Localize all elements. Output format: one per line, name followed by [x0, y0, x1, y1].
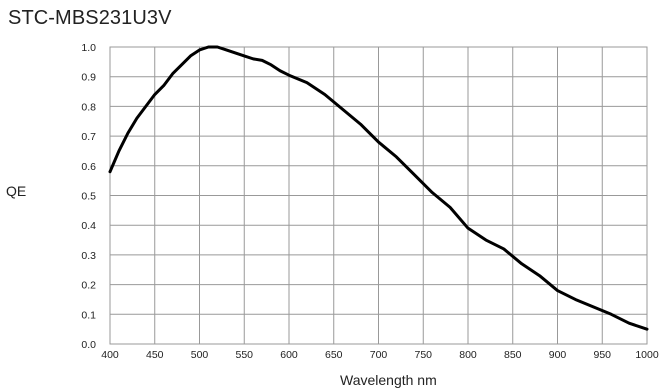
grid-lines [109, 46, 648, 345]
chart-title: STC-MBS231U3V [8, 7, 172, 29]
x-tick-label: 500 [191, 349, 209, 361]
y-tick-label: 0.0 [81, 339, 96, 351]
x-tick-label: 550 [235, 349, 253, 361]
x-tick-labels: 400 450 500 550 600 650 700 750 800 850 900 950 1000 [101, 349, 659, 361]
x-tick-label: 450 [146, 349, 164, 361]
x-tick-label: 850 [504, 349, 522, 361]
x-tick-label: 950 [593, 349, 611, 361]
x-tick-label: 1000 [635, 349, 659, 361]
y-tick-label: 0.3 [81, 250, 96, 262]
x-tick-label: 700 [370, 349, 388, 361]
y-tick-label: 0.6 [81, 161, 96, 173]
y-tick-label: 0.9 [81, 72, 96, 84]
x-tick-label: 600 [280, 349, 298, 361]
x-tick-label: 650 [325, 349, 343, 361]
y-tick-labels: 0.0 0.1 0.2 0.3 0.4 0.5 0.6 0.7 0.8 0.9 1.0 [81, 42, 96, 351]
y-tick-label: 1.0 [81, 42, 96, 54]
y-axis-label: QE [6, 183, 27, 199]
qe-curve [108, 45, 649, 331]
x-axis-label: Wavelength nm [340, 372, 437, 388]
x-tick-label: 400 [101, 349, 119, 361]
y-tick-label: 0.2 [81, 280, 96, 292]
x-tick-label: 900 [549, 349, 567, 361]
y-tick-label: 0.8 [81, 101, 96, 113]
y-tick-label: 0.5 [81, 191, 96, 203]
x-tick-label: 750 [414, 349, 432, 361]
y-tick-label: 0.7 [81, 131, 96, 143]
y-tick-label: 0.1 [81, 309, 96, 321]
x-tick-label: 800 [459, 349, 477, 361]
y-tick-label: 0.4 [81, 220, 96, 232]
